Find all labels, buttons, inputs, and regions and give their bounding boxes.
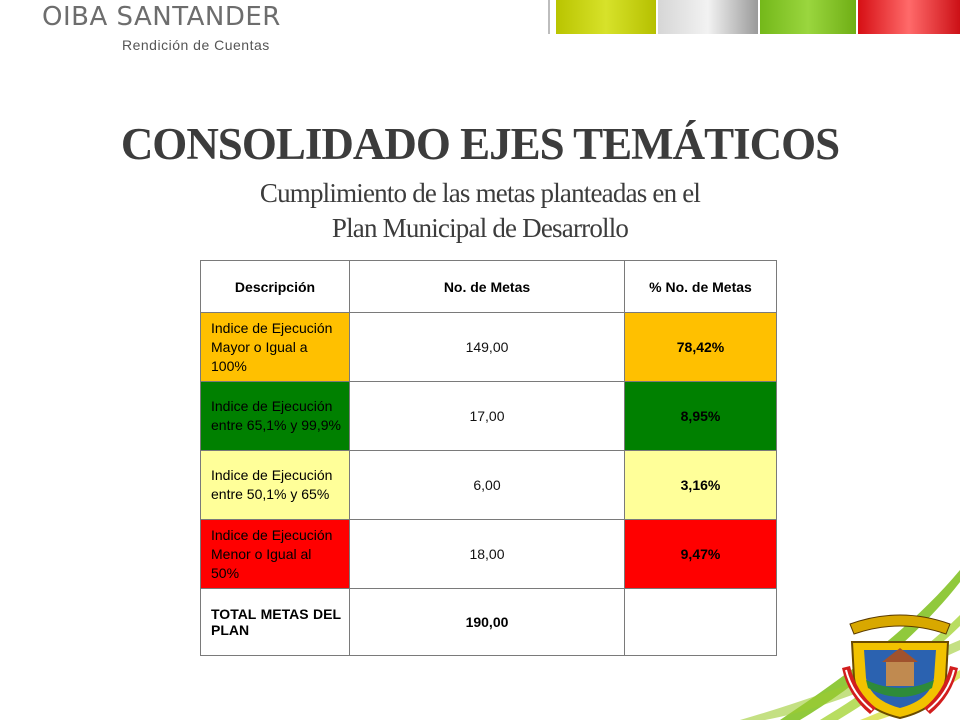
row-metas: 6,00: [349, 450, 625, 520]
table-row: Indice de Ejecución entre 50,1% y 65% 6,…: [200, 450, 777, 520]
color-strip-3: [760, 0, 856, 34]
row-metas: 18,00: [349, 519, 625, 589]
goals-table: Descripción No. de Metas % No. de Metas …: [200, 260, 777, 656]
coat-of-arms-emblem: [842, 614, 958, 720]
row-percentage: 3,16%: [624, 450, 777, 520]
table-header-row: Descripción No. de Metas % No. de Metas: [200, 260, 777, 313]
color-strip-1: [556, 0, 656, 34]
row-percentage: 78,42%: [624, 312, 777, 382]
table-row: Indice de Ejecución Mayor o Igual a 100%…: [200, 312, 777, 382]
row-description: Indice de Ejecución Mayor o Igual a 100%: [200, 312, 350, 382]
table-row: Indice de Ejecución Menor o Igual al 50%…: [200, 519, 777, 589]
table-total-row: TOTAL METAS DEL PLAN 190,00: [200, 588, 777, 656]
row-description: Indice de Ejecución entre 50,1% y 65%: [200, 450, 350, 520]
subtitle-line-1: Cumplimiento de las metas planteadas en …: [259, 178, 701, 208]
brand-subtitle: Rendición de Cuentas: [122, 37, 270, 53]
page-title: CONSOLIDADO EJES TEMÁTICOS: [120, 119, 840, 169]
header-pct-metas: % No. de Metas: [624, 260, 777, 313]
row-percentage: 9,47%: [624, 519, 777, 589]
total-label: TOTAL METAS DEL PLAN: [200, 588, 350, 656]
strip-divider: [548, 0, 550, 34]
total-value: 190,00: [349, 588, 625, 656]
row-metas: 149,00: [349, 312, 625, 382]
brand-title: OIBA SANTANDER: [42, 2, 281, 32]
subtitle-line-2: Plan Municipal de Desarrollo: [331, 213, 629, 243]
table-row: Indice de Ejecución entre 65,1% y 99,9% …: [200, 381, 777, 451]
row-metas: 17,00: [349, 381, 625, 451]
row-description: Indice de Ejecución Menor o Igual al 50%: [200, 519, 350, 589]
row-description: Indice de Ejecución entre 65,1% y 99,9%: [200, 381, 350, 451]
color-strip-2: [658, 0, 758, 34]
total-percentage: [624, 588, 777, 656]
header-descripcion: Descripción: [200, 260, 350, 313]
color-strip-4: [858, 0, 960, 34]
header-no-metas: No. de Metas: [349, 260, 625, 313]
row-percentage: 8,95%: [624, 381, 777, 451]
